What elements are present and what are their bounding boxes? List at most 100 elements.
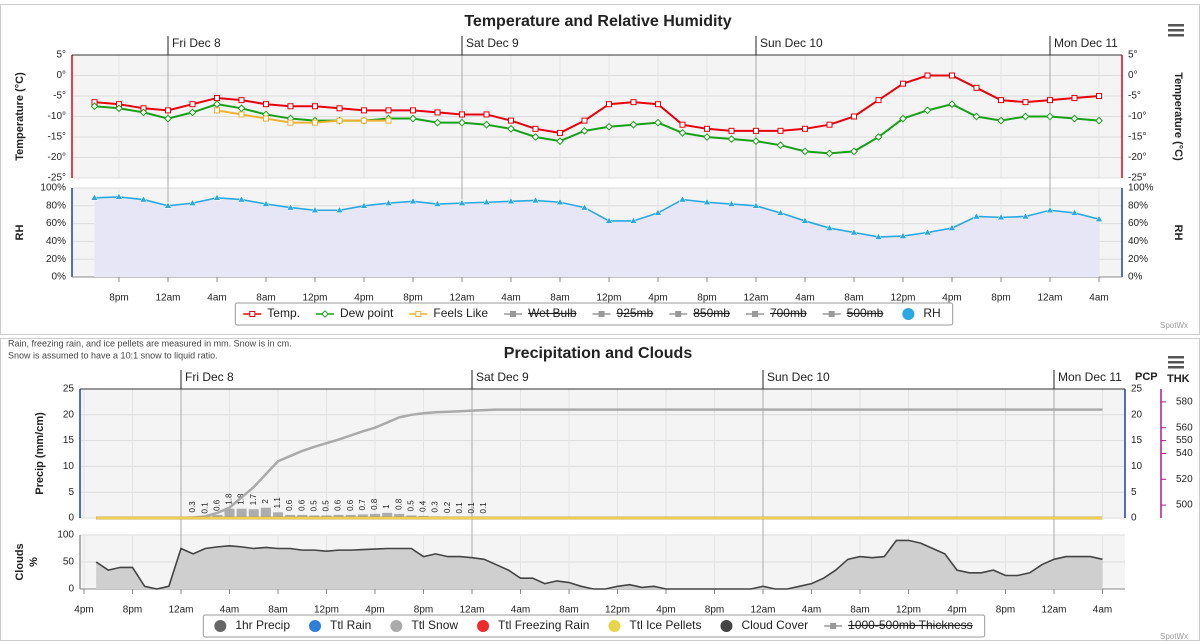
bar — [333, 514, 344, 518]
x-tick-label: 8pm — [991, 293, 1010, 304]
legend-item[interactable]: 925mb — [592, 306, 654, 320]
marker — [237, 195, 246, 203]
legend-item[interactable]: 1hr Precip — [214, 618, 290, 632]
marker — [679, 121, 686, 128]
y2-tick-label: 0% — [1128, 272, 1143, 283]
marker — [532, 125, 539, 132]
marker — [507, 197, 515, 205]
x-tick-label: 8pm — [996, 605, 1015, 616]
y-tick-label: 5° — [56, 50, 66, 61]
marker — [972, 112, 981, 121]
legend-item[interactable]: Ttl Ice Pellets — [608, 618, 701, 632]
marker — [1021, 212, 1030, 220]
bar — [345, 514, 356, 518]
y2-tick-label: 5 — [1131, 487, 1137, 498]
marker — [704, 125, 710, 132]
legend-item[interactable]: Ttl Snow — [390, 618, 458, 632]
marker — [728, 127, 735, 134]
x-tick-label: 8pm — [403, 293, 422, 304]
legend-item[interactable]: RH — [902, 306, 941, 320]
marker — [115, 192, 123, 200]
legend-label: Ttl Snow — [411, 618, 458, 632]
y2-tick-label: 5° — [1128, 50, 1138, 61]
data-label: 0.1 — [467, 502, 476, 514]
credit: SpotWx — [1160, 321, 1188, 330]
marker — [384, 199, 393, 206]
marker — [678, 195, 687, 203]
marker — [802, 125, 808, 132]
menu-icon[interactable] — [1168, 356, 1184, 369]
legend-item[interactable]: 1000-500mb Thickness — [824, 618, 973, 632]
marker — [115, 104, 123, 113]
bar — [285, 514, 296, 518]
marker — [139, 108, 148, 117]
legend-item[interactable]: Temp. — [243, 306, 300, 320]
series-area — [96, 540, 1103, 589]
marker — [630, 99, 637, 106]
menu-icon[interactable] — [1168, 24, 1184, 37]
marker — [605, 122, 613, 131]
data-label: 0.6 — [297, 499, 306, 511]
legend-item[interactable]: 700mb — [745, 306, 807, 320]
day-label: Sat Dec 9 — [476, 370, 529, 384]
legend-item[interactable]: Ttl Rain — [309, 618, 371, 632]
x-tick-label: 4am — [220, 605, 239, 616]
marker — [777, 127, 784, 134]
legend-label: 925mb — [617, 306, 654, 320]
y2-tick-label: 20% — [1128, 254, 1148, 265]
x-tick-label: 12am — [1041, 605, 1066, 616]
legend-item[interactable]: Dew point — [315, 306, 394, 320]
marker — [830, 623, 837, 629]
y-tick-label: 20 — [63, 409, 75, 420]
x-tick-label: 8pm — [697, 293, 716, 304]
marker — [825, 149, 834, 158]
marker — [828, 311, 835, 317]
marker — [164, 201, 172, 209]
day-label: Mon Dec 11 — [1058, 370, 1122, 384]
y-tick-label: 50 — [63, 557, 75, 568]
marker — [997, 213, 1005, 221]
y-tick-label: -20° — [48, 152, 66, 163]
x-tick-label: 12pm — [314, 605, 339, 616]
x-tick-label: 8pm — [414, 605, 433, 616]
legend-item[interactable]: Ttl Freezing Rain — [477, 618, 589, 632]
legend-item[interactable]: Cloud Cover — [720, 618, 808, 632]
marker — [598, 311, 605, 317]
legend-item[interactable]: Feels Like — [409, 306, 488, 320]
legend-item[interactable]: Wet Bulb — [504, 306, 577, 320]
x-tick-label: 4am — [501, 293, 520, 304]
chart-title: Temperature and Relative Humidity — [464, 13, 731, 30]
marker — [703, 198, 711, 205]
day-label: Sun Dec 10 — [760, 36, 823, 50]
marker — [899, 232, 907, 239]
day-label: Mon Dec 11 — [1054, 36, 1118, 50]
y2-tick-label: 40% — [1128, 236, 1148, 247]
legend-label: Feels Like — [433, 306, 488, 320]
marker — [727, 135, 736, 143]
data-label: 1.7 — [249, 494, 258, 506]
marker — [850, 228, 858, 236]
marker — [850, 147, 858, 156]
y2-tick-label: -10° — [1128, 111, 1146, 122]
y-axis-title: Precip (mm/cm) — [34, 412, 46, 495]
thickness-tick-label: 540 — [1176, 448, 1193, 459]
marker — [580, 203, 589, 211]
legend-item[interactable]: 500mb — [822, 306, 884, 320]
chart-title: Precipitation and Clouds — [504, 345, 693, 362]
marker — [335, 206, 344, 213]
marker — [189, 101, 196, 108]
x-tick-label: 4am — [795, 293, 814, 304]
data-label: 0.8 — [370, 498, 379, 510]
y-tick-label: 5 — [68, 487, 74, 498]
marker — [605, 216, 613, 224]
marker — [752, 137, 760, 146]
marker — [851, 113, 857, 120]
series-line — [216, 109, 389, 124]
legend-label: 500mb — [847, 306, 884, 320]
marker — [678, 128, 687, 137]
y-tick-label: 40% — [46, 236, 66, 247]
legend-label: Ttl Ice Pellets — [629, 618, 701, 632]
legend-symbol — [608, 620, 621, 632]
marker — [1096, 93, 1102, 99]
legend-item[interactable]: 850mb — [669, 306, 730, 320]
